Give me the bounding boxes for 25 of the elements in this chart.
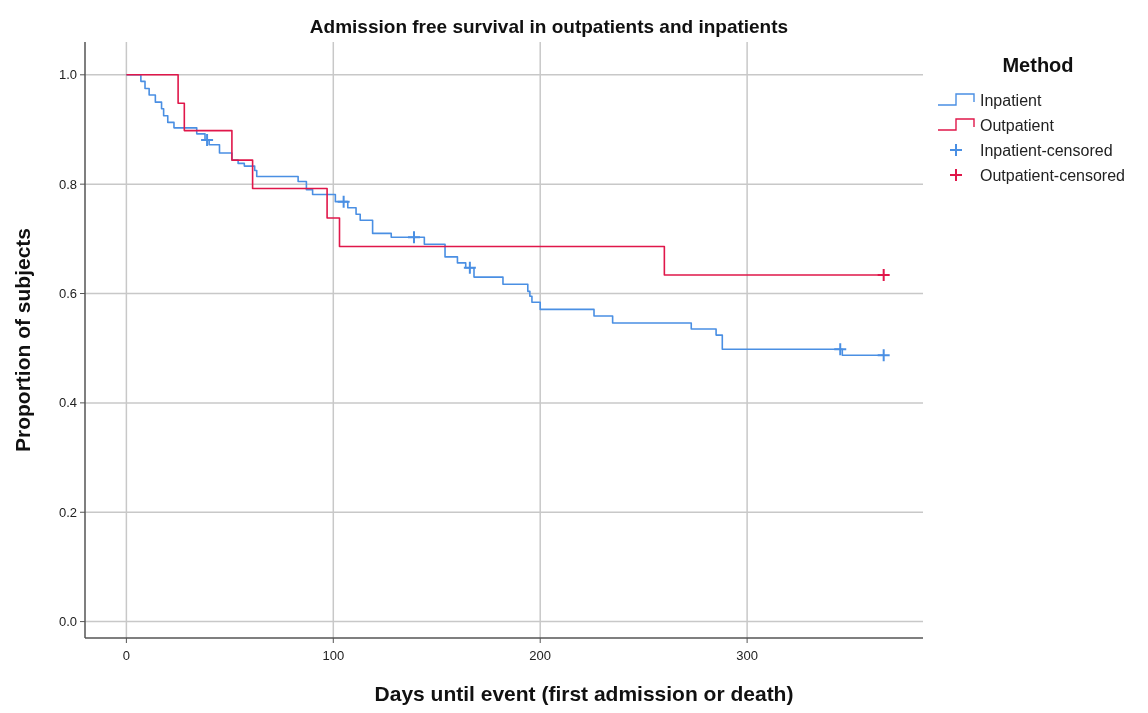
y-tick-label: 0.4 <box>58 395 77 411</box>
y-tick-label: 0.8 <box>58 176 77 192</box>
x-tick-label: 0 <box>122 648 130 663</box>
legend-label: Outpatient-censored <box>980 166 1125 184</box>
x-axis-title: Days until event (first admission or death) <box>374 682 794 705</box>
point <box>462 260 477 275</box>
y-axis-title: Proportion of subjects <box>11 227 34 453</box>
legend-title: Method <box>1002 54 1074 76</box>
point <box>833 342 848 357</box>
chart-title: Admission free survival in outpatients and inpatients <box>309 16 789 37</box>
point <box>336 194 351 209</box>
legend-label: Inpatient <box>980 91 1042 109</box>
y-tick-label: 1.0 <box>58 67 77 83</box>
y-tick-label: 0.2 <box>58 504 77 520</box>
point <box>200 132 215 147</box>
y-tick-label: 0.6 <box>58 286 77 302</box>
point <box>406 230 421 245</box>
x-tick-label: 200 <box>529 648 552 663</box>
x-tick-label: 300 <box>736 648 758 663</box>
legend-label: Outpatient <box>980 116 1055 134</box>
point <box>876 267 891 282</box>
legend-label: Inpatient-censored <box>980 141 1113 159</box>
x-tick-label: 100 <box>322 648 345 663</box>
y-tick-label: 0.0 <box>58 614 77 630</box>
point <box>876 348 891 363</box>
